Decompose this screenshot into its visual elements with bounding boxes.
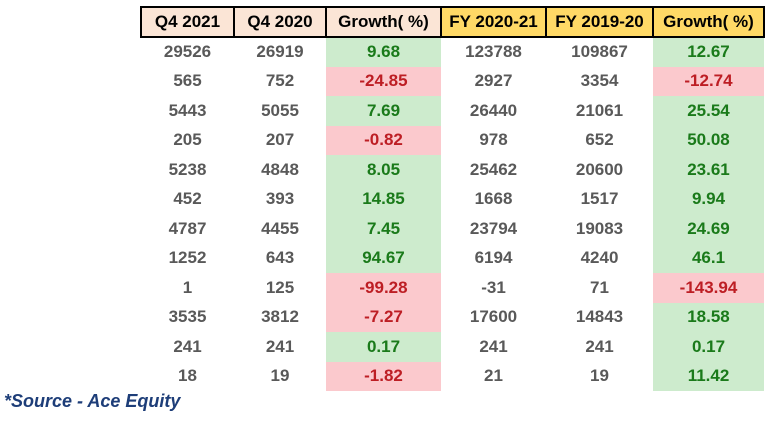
growth-cell: -24.85 [326,66,441,96]
growth-cell: 50.08 [653,125,764,155]
value-cell: 25462 [469,159,518,179]
value-cell: 21 [484,366,503,386]
table-row: 1252 643 94.67 6194 4240 46.1 [141,243,764,273]
value-cell: 26440 [469,100,518,120]
value-cell: 3354 [580,71,619,91]
table-row: 565 752 -24.85 2927 3354 -12.74 [141,66,764,96]
value-cell: 5238 [168,159,207,179]
value-cell: 21061 [575,100,624,120]
table-row: 205 207 -0.82 978 652 50.08 [141,125,764,155]
table-row: 1 125 -99.28 -31 71 -143.94 [141,273,764,303]
growth-cell: 9.94 [653,184,764,214]
value-cell: 1668 [474,189,513,209]
value-cell: 19 [590,366,609,386]
growth-cell: -12.74 [653,66,764,96]
value-cell: 23794 [469,218,518,238]
growth-cell: 12.67 [653,37,764,67]
growth-cell: 0.17 [326,332,441,362]
header-row: Q4 2021 Q4 2020 Growth( %) FY 2020-21 FY 201… [140,6,765,38]
value-cell: 4848 [261,159,299,179]
column-header: FY 2020-21 [440,6,547,38]
growth-cell: -1.82 [326,361,441,391]
table-row: 29526 26919 9.68 123788 109867 12.67 [141,37,764,67]
value-cell: 71 [590,277,609,297]
growth-cell: 94.67 [326,243,441,273]
growth-cell: -99.28 [326,273,441,303]
value-cell: 4787 [168,218,207,238]
value-cell: 2927 [474,71,513,91]
value-cell: 1252 [168,248,207,268]
value-cell: 3535 [168,307,207,327]
value-cell: 3812 [261,307,299,327]
value-cell: 5055 [261,100,299,120]
value-cell: 207 [265,130,295,150]
growth-cell: 11.42 [653,361,764,391]
source-note: *Source - Ace Equity [4,391,181,411]
value-cell: 978 [479,130,508,150]
value-cell: 14843 [575,307,624,327]
column-header: Q4 2020 [233,6,327,38]
value-cell: 565 [173,71,202,91]
growth-cell: 7.69 [326,96,441,126]
value-cell: 109867 [571,42,628,62]
value-cell: 1 [182,277,193,297]
value-cell: 29526 [163,42,212,62]
growth-cell: 14.85 [326,184,441,214]
financials-table: Q4 2021 Q4 2020 Growth( %) FY 2020-21 FY 201… [140,6,765,391]
column-header: FY 2019-20 [545,6,654,38]
value-cell: 19083 [575,218,624,238]
column-header: Growth( %) [652,6,765,38]
growth-cell: 25.54 [653,96,764,126]
value-cell: 17600 [469,307,518,327]
growth-cell: -143.94 [653,273,764,303]
growth-cell: 7.45 [326,214,441,244]
growth-cell: 46.1 [653,243,764,273]
value-cell: 4455 [261,218,299,238]
column-header: Growth( %) [325,6,442,38]
value-cell: -31 [481,277,506,297]
value-cell: 652 [585,130,614,150]
value-cell: 241 [265,336,295,356]
growth-cell: 0.17 [653,332,764,362]
value-cell: 4240 [580,248,619,268]
value-cell: 241 [479,336,508,356]
value-cell: 393 [265,189,295,209]
table-row: 18 19 -1.82 21 19 11.42 [141,361,764,391]
value-cell: 752 [265,71,295,91]
table-row: 3535 3812 -7.27 17600 14843 18.58 [141,302,764,332]
growth-cell: 8.05 [326,155,441,185]
table-body: 29526 26919 9.68 123788 109867 12.67 565 752 -24… [141,37,764,391]
growth-cell: 23.61 [653,155,764,185]
value-cell: 123788 [465,42,522,62]
value-cell: 19 [270,366,290,386]
growth-cell: 18.58 [653,302,764,332]
table-row: 5443 5055 7.69 26440 21061 25.54 [141,96,764,126]
value-cell: 26919 [256,42,304,62]
value-cell: 643 [265,248,295,268]
value-cell: 1517 [580,189,619,209]
growth-cell: 9.68 [326,37,441,67]
value-cell: 5443 [168,100,207,120]
value-cell: 205 [173,130,202,150]
growth-cell: -0.82 [326,125,441,155]
table-row: 5238 4848 8.05 25462 20600 23.61 [141,155,764,185]
growth-cell: -7.27 [326,302,441,332]
growth-cell: 24.69 [653,214,764,244]
column-header: Q4 2021 [140,6,235,38]
value-cell: 125 [265,277,295,297]
value-cell: 6194 [474,248,513,268]
value-cell: 241 [173,336,202,356]
value-cell: 452 [173,189,202,209]
table-row: 4787 4455 7.45 23794 19083 24.69 [141,214,764,244]
value-cell: 241 [585,336,614,356]
value-cell: 18 [178,366,197,386]
table-row: 241 241 0.17 241 241 0.17 [141,332,764,362]
value-cell: 20600 [575,159,624,179]
table-row: 452 393 14.85 1668 1517 9.94 [141,184,764,214]
